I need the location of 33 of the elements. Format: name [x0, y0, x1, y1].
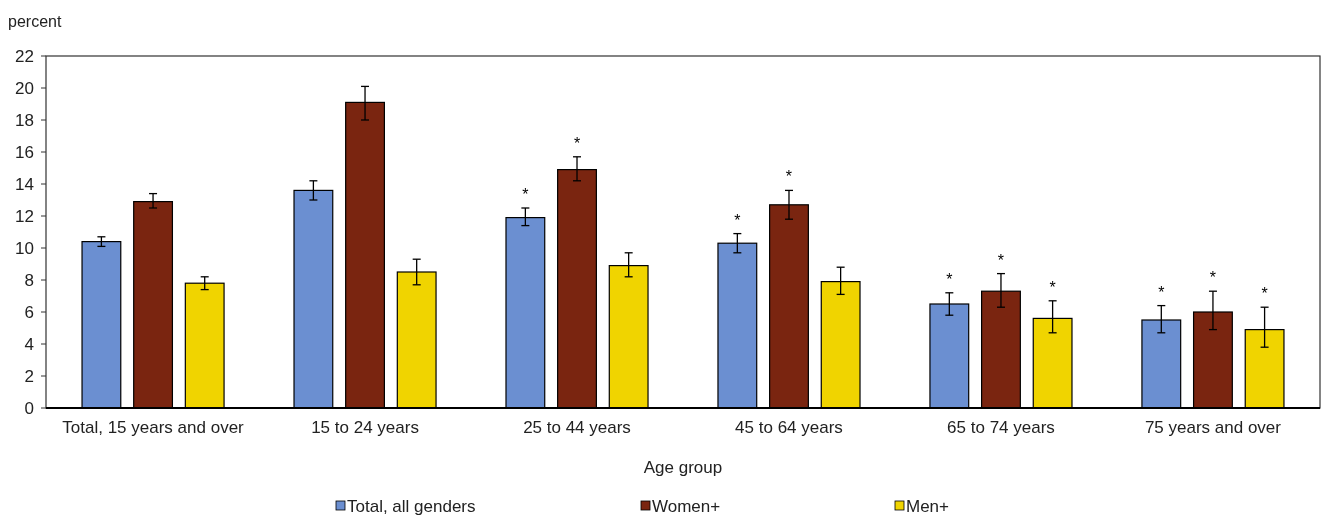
y-tick-label: 18 — [15, 110, 34, 130]
y-tick-label: 4 — [24, 334, 34, 354]
y-tick-label: 10 — [15, 238, 34, 258]
data-label: * — [785, 168, 793, 186]
data-label: * — [1209, 269, 1217, 287]
y-tick-label: 6 — [24, 302, 34, 322]
x-tick-label: 45 to 64 years — [735, 418, 843, 437]
y-tick-label: 16 — [15, 142, 34, 162]
legend-label: Men+ — [906, 497, 950, 516]
y-tick-label: 12 — [15, 206, 34, 226]
x-tick-label: Total, 15 years and over — [62, 418, 245, 437]
y-tick-label: 0 — [24, 398, 34, 418]
y-tick-label: 20 — [15, 78, 34, 98]
y-tick-label: 22 — [15, 46, 34, 66]
data-label: * — [1158, 283, 1165, 301]
data-label: * — [1049, 278, 1056, 296]
data-label: * — [946, 270, 953, 288]
y-tick-label: 14 — [15, 174, 34, 194]
x-tick-label: 15 to 24 years — [311, 418, 419, 437]
data-label: * — [573, 134, 581, 152]
y-axis-title: percent — [8, 13, 62, 30]
y-tick-label: 8 — [24, 270, 34, 290]
data-label: * — [522, 186, 529, 203]
x-tick-label: 65 to 74 years — [947, 418, 1055, 437]
data-label: * — [997, 251, 1005, 269]
data-label: * — [734, 211, 741, 229]
x-tick-label: 75 years and over — [1144, 418, 1282, 437]
legend-label: Total, all genders — [347, 497, 476, 516]
data-label: * — [1261, 285, 1268, 303]
x-tick-label: 25 to 44 years — [523, 418, 631, 437]
x-axis-title: Age group — [643, 458, 723, 477]
legend-label: Women+ — [652, 497, 721, 516]
y-tick-label: 2 — [24, 366, 34, 386]
